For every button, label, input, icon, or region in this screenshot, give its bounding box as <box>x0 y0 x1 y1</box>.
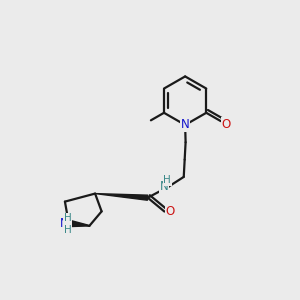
Text: N: N <box>160 180 168 193</box>
Text: O: O <box>166 205 175 218</box>
Polygon shape <box>70 221 89 226</box>
Polygon shape <box>95 194 148 200</box>
Text: N: N <box>181 118 190 131</box>
Text: N: N <box>59 217 68 230</box>
Text: H: H <box>64 225 72 235</box>
Text: H: H <box>64 213 72 223</box>
Text: O: O <box>221 118 230 130</box>
Text: H: H <box>164 175 171 185</box>
